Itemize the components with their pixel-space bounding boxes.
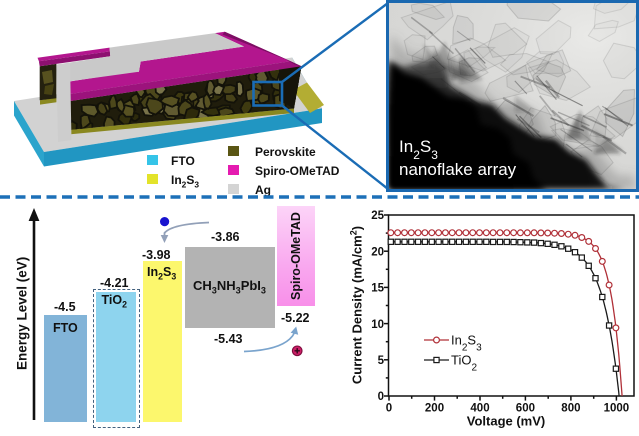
svg-text:15: 15: [371, 283, 384, 295]
svg-text:1000: 1000: [604, 403, 630, 415]
svg-text:Voltage (mV): Voltage (mV): [467, 414, 546, 429]
svg-text:TiO2: TiO2: [451, 353, 477, 374]
svg-text:200: 200: [425, 403, 444, 415]
svg-text:800: 800: [561, 403, 580, 415]
svg-text:25: 25: [371, 210, 384, 222]
svg-text:400: 400: [470, 403, 489, 415]
svg-text:0: 0: [386, 403, 392, 415]
svg-text:5: 5: [378, 355, 385, 367]
svg-text:nanoflake array: nanoflake array: [399, 160, 517, 179]
svg-text:10: 10: [371, 319, 384, 331]
svg-text:0: 0: [378, 391, 384, 403]
svg-text:20: 20: [371, 246, 384, 258]
svg-text:600: 600: [516, 403, 535, 415]
svg-text:In2S3: In2S3: [451, 333, 482, 354]
svg-text:Current Density (mA/cm2): Current Density (mA/cm2): [350, 226, 365, 384]
